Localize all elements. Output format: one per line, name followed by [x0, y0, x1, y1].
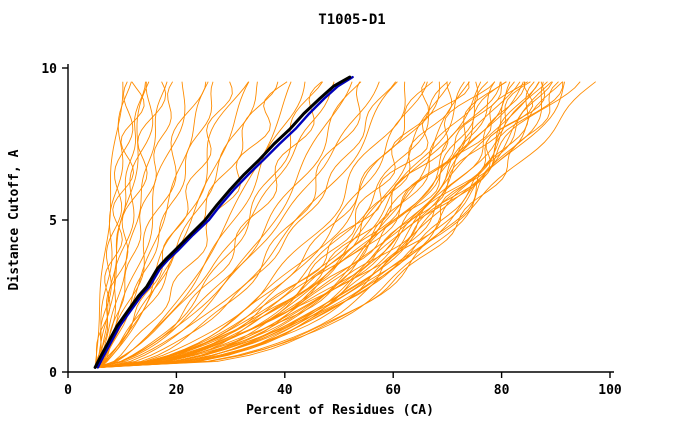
ensemble-curve — [95, 81, 501, 368]
x-tick-label: 100 — [598, 383, 622, 398]
ensemble-curve — [100, 81, 496, 368]
ensemble-curve — [100, 81, 322, 368]
ensemble-curve — [100, 81, 581, 368]
ensemble-curve — [100, 81, 134, 368]
ensemble-curve — [94, 81, 186, 368]
x-tick-label: 60 — [385, 383, 401, 398]
ensemble-curve — [100, 81, 440, 368]
ensemble-curve — [102, 81, 154, 368]
ensemble-curve — [100, 81, 564, 368]
ensemble-curve — [100, 81, 534, 368]
ensemble-curve — [95, 81, 563, 368]
x-tick-label: 0 — [64, 383, 72, 398]
y-tick-label: 5 — [49, 214, 57, 229]
ensemble-curve — [100, 81, 306, 368]
ensemble-curve — [95, 81, 398, 368]
highlighted-model-curve-group — [93, 75, 352, 369]
ensemble-curve — [94, 81, 233, 368]
ensemble-curve — [95, 81, 362, 368]
ensemble-curve — [95, 81, 528, 368]
ensemble-curve — [100, 81, 207, 368]
ensemble-curve — [95, 81, 544, 368]
x-tick-label: 40 — [277, 383, 293, 398]
ensemble-curve — [100, 81, 361, 368]
x-axis-label: Percent of Residues (CA) — [246, 403, 434, 418]
highlighted-model-curve — [93, 75, 352, 369]
x-tick-label: 80 — [494, 383, 510, 398]
ensemble-curve — [94, 81, 168, 368]
ensemble-curve — [100, 81, 559, 368]
axes-group: 0 20 40 60 80 100 0 5 10 — [41, 62, 622, 398]
secondary-model-curve-group — [96, 75, 354, 369]
ensemble-curve — [100, 81, 470, 368]
ensemble-curve — [100, 81, 596, 368]
ensemble-curve — [97, 81, 150, 368]
ensemble-curves-group — [94, 81, 596, 368]
ensemble-curve — [95, 81, 470, 368]
ensemble-curve — [97, 81, 250, 368]
ensemble-curve — [100, 81, 353, 368]
chart-title: T1005-D1 — [318, 12, 385, 28]
ensemble-curve — [100, 81, 540, 368]
ensemble-curve — [97, 81, 335, 368]
secondary-model-curve — [96, 75, 354, 369]
ensemble-curve — [100, 81, 258, 368]
ensemble-curve — [95, 81, 453, 368]
ensemble-curve — [100, 81, 507, 368]
ensemble-curve — [97, 81, 380, 368]
y-tick-label: 0 — [49, 366, 57, 381]
ensemble-curve — [100, 81, 288, 368]
ensemble-curve — [100, 81, 397, 368]
ensemble-curve — [100, 81, 173, 368]
ensemble-curve — [100, 81, 433, 368]
y-axis-label: Distance Cutoff, A — [7, 149, 22, 290]
ensemble-curve — [95, 81, 566, 368]
ensemble-curve — [100, 81, 465, 368]
ensemble-curve — [100, 81, 249, 368]
ensemble-curve — [94, 81, 167, 368]
ensemble-curve — [95, 81, 524, 368]
ensemble-curve — [100, 81, 214, 368]
ensemble-curve — [94, 81, 292, 368]
x-tick-label: 20 — [169, 383, 185, 398]
y-tick-label: 10 — [41, 62, 57, 77]
ensemble-curve — [95, 81, 428, 368]
ensemble-curve — [97, 81, 132, 368]
ensemble-curve — [95, 81, 553, 368]
ensemble-curve — [100, 81, 502, 368]
